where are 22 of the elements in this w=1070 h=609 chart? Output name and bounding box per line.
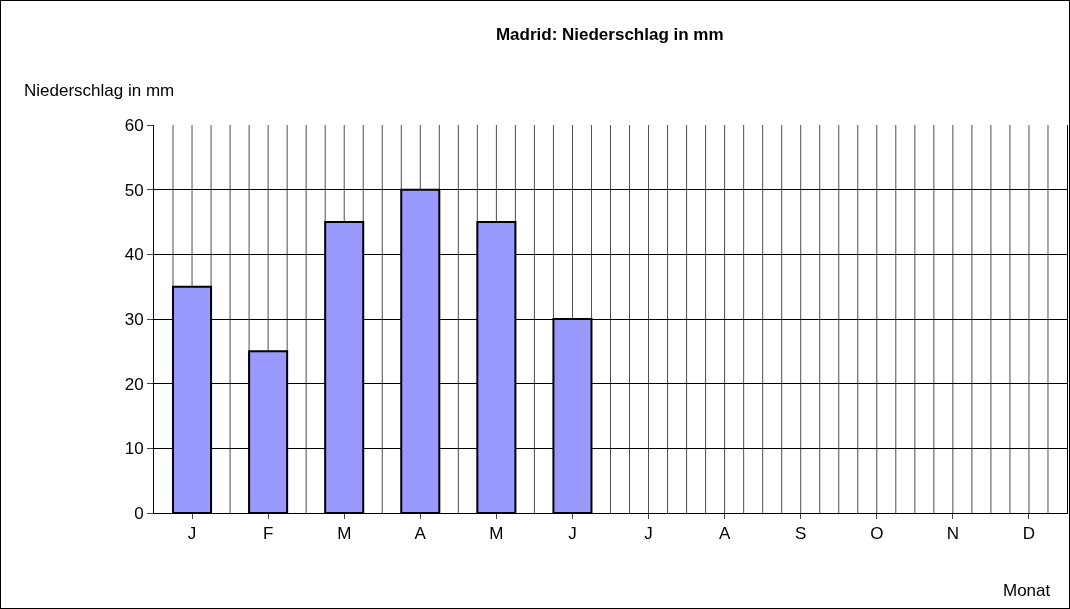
y-tick-label: 50 (124, 180, 144, 200)
x-tick-label: D (1022, 524, 1036, 544)
x-tick-label: F (262, 524, 274, 544)
x-tick-label: J (568, 524, 577, 544)
y-tick-label: 20 (124, 374, 144, 394)
x-tick-label: M (337, 524, 352, 544)
y-tick-label: 40 (124, 245, 144, 265)
y-tick-label: 30 (124, 309, 144, 329)
x-tick-label: S (795, 524, 807, 544)
x-tick-label: J (644, 524, 653, 544)
y-tick-label: 0 (134, 503, 144, 523)
x-axis-title: Monat (1003, 581, 1051, 600)
y-tick-label: 60 (124, 115, 144, 135)
x-tick-label: J (187, 524, 197, 544)
y-tick-label: 10 (124, 439, 144, 459)
x-tick-label: O (870, 524, 884, 544)
x-tick-label: A (718, 524, 731, 544)
x-tick-label: A (414, 524, 427, 544)
x-tick-label: M (489, 524, 504, 544)
chart-title: Madrid: Niederschlag in mm (495, 25, 724, 45)
y-axis-title: Niederschlag in mm (24, 81, 175, 100)
x-tick-label: N (946, 524, 960, 544)
